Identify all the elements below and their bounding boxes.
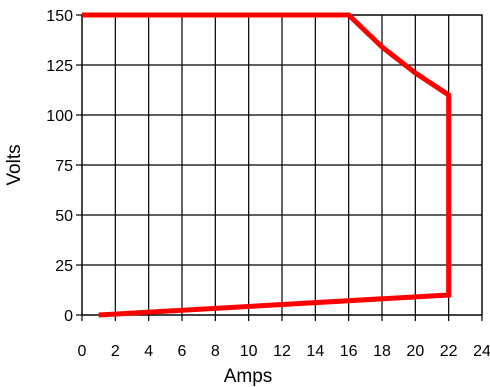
- y-tick-label: 25: [55, 258, 73, 275]
- x-axis-title: Amps: [224, 366, 273, 387]
- grid-lines: [81, 14, 483, 316]
- x-tick-label: 8: [211, 343, 220, 360]
- x-tick-label: 10: [240, 343, 258, 360]
- y-tick-label: 0: [64, 308, 73, 325]
- x-tick-label: 24: [473, 343, 490, 360]
- y-tick-label: 150: [46, 8, 73, 25]
- x-tick-label: 2: [111, 343, 120, 360]
- series-line: [82, 12, 452, 318]
- y-axis-title: Volts: [4, 144, 25, 185]
- y-tick-label: 100: [46, 108, 73, 125]
- x-tick-label: 18: [373, 343, 391, 360]
- x-axis-ticks: 0 2 4 6 8 10 12 14 16 18 20 22 24: [78, 315, 490, 360]
- series-layer: [82, 12, 452, 318]
- x-tick-label: 6: [178, 343, 187, 360]
- x-tick-label: 4: [144, 343, 153, 360]
- x-tick-label: 20: [406, 343, 424, 360]
- x-tick-label: 12: [273, 343, 291, 360]
- y-tick-label: 75: [55, 158, 73, 175]
- x-tick-label: 22: [440, 343, 458, 360]
- y-axis-ticks: 0 25 50 75 100 125 150: [46, 8, 82, 325]
- x-tick-label: 0: [78, 343, 87, 360]
- y-tick-label: 125: [46, 58, 73, 75]
- x-tick-label: 14: [306, 343, 324, 360]
- y-tick-label: 50: [55, 208, 73, 225]
- x-tick-label: 16: [340, 343, 358, 360]
